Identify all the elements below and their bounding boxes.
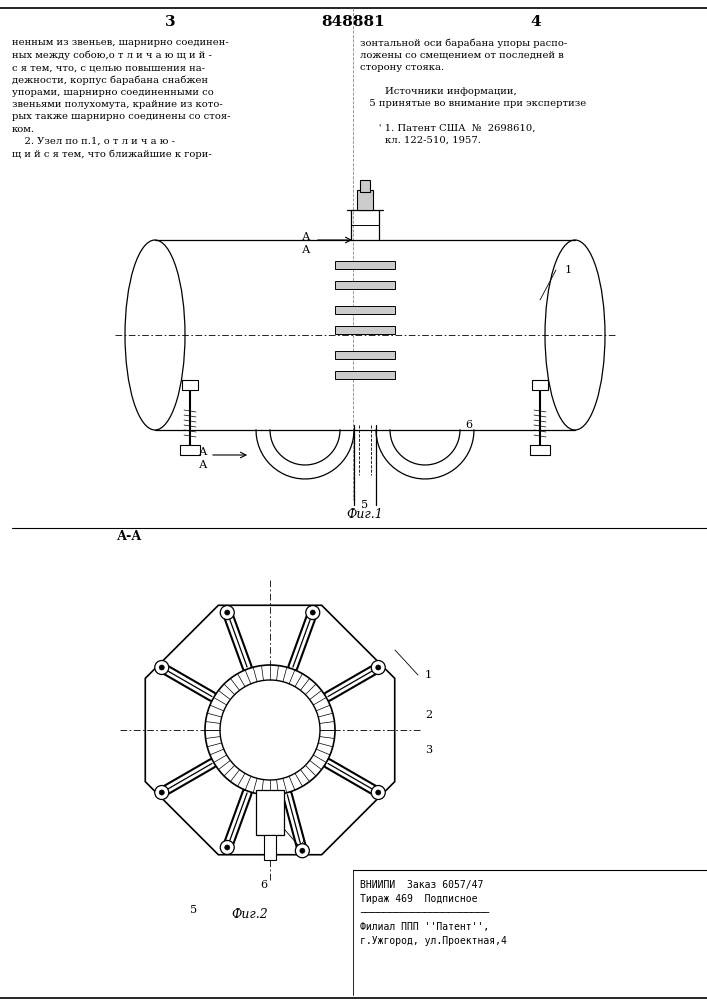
Circle shape xyxy=(296,844,310,858)
Text: 848881: 848881 xyxy=(321,15,385,29)
Bar xyxy=(180,445,200,455)
Bar xyxy=(360,180,370,192)
Text: 3: 3 xyxy=(165,15,175,29)
Circle shape xyxy=(221,840,234,854)
Bar xyxy=(182,380,198,390)
Ellipse shape xyxy=(545,240,605,430)
Text: зонтальной оси барабана упоры распо-
ложены со смещением от последней в
сторону : зонтальной оси барабана упоры распо- лож… xyxy=(360,38,586,145)
Circle shape xyxy=(205,665,335,795)
Circle shape xyxy=(305,606,320,620)
Circle shape xyxy=(159,790,164,795)
Bar xyxy=(532,380,548,390)
Text: ВНИИПИ  Заказ 6057/47
Тираж 469  Подписное
──────────────────────
Филиал ППП ''П: ВНИИПИ Заказ 6057/47 Тираж 469 Подписное… xyxy=(360,880,507,946)
Text: 6: 6 xyxy=(260,880,267,890)
Circle shape xyxy=(375,790,381,795)
Text: А: А xyxy=(302,232,310,242)
Bar xyxy=(530,445,550,455)
Bar xyxy=(335,281,395,289)
Text: 1: 1 xyxy=(425,670,432,680)
Circle shape xyxy=(155,786,169,800)
Circle shape xyxy=(371,660,385,674)
Text: А-А: А-А xyxy=(117,530,143,542)
Text: 4: 4 xyxy=(300,840,307,850)
Circle shape xyxy=(300,848,305,853)
Bar xyxy=(335,261,395,269)
Text: А: А xyxy=(199,447,207,457)
Text: А: А xyxy=(302,245,310,255)
Circle shape xyxy=(310,610,315,615)
Bar xyxy=(256,790,284,835)
Bar xyxy=(357,190,373,210)
Text: Фиг.2: Фиг.2 xyxy=(232,908,269,922)
Text: 2: 2 xyxy=(425,710,432,720)
Circle shape xyxy=(375,665,381,670)
Text: 6: 6 xyxy=(465,420,472,430)
Circle shape xyxy=(159,665,164,670)
Circle shape xyxy=(225,610,230,615)
Text: 4: 4 xyxy=(531,15,542,29)
Bar xyxy=(335,326,395,334)
Bar xyxy=(264,835,276,860)
Text: 5: 5 xyxy=(190,905,197,915)
Text: 5: 5 xyxy=(361,500,368,510)
Circle shape xyxy=(220,680,320,780)
Text: Фиг.1: Фиг.1 xyxy=(346,508,383,522)
Text: ненным из звеньев, шарнирно соединен-
ных между собою,о т л и ч а ю щ и й -
с я : ненным из звеньев, шарнирно соединен- ны… xyxy=(12,38,230,159)
Text: 1: 1 xyxy=(565,265,572,275)
Bar xyxy=(335,371,395,379)
Bar xyxy=(335,306,395,314)
Text: 3: 3 xyxy=(425,745,432,755)
Circle shape xyxy=(221,606,234,620)
Text: А: А xyxy=(199,460,207,470)
Circle shape xyxy=(225,845,230,850)
Circle shape xyxy=(371,786,385,800)
Bar xyxy=(335,351,395,359)
Circle shape xyxy=(155,660,169,674)
Ellipse shape xyxy=(125,240,185,430)
